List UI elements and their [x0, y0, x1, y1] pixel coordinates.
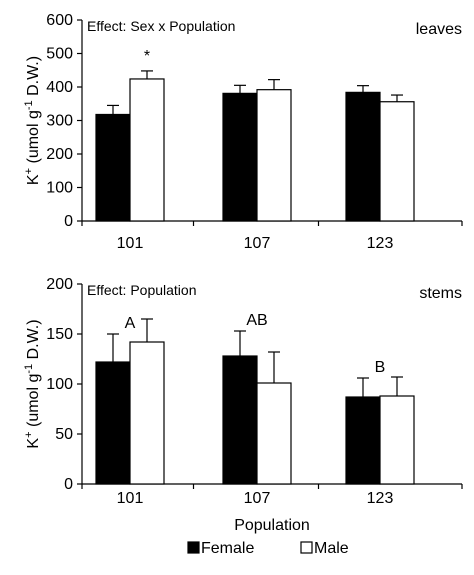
category-label: 107 — [244, 490, 271, 507]
panel-name: stems — [419, 285, 462, 302]
panel-leaves: 0 100 200 300 400 500 600 K+ (umol g-1 D.W.) Eff… — [23, 12, 463, 252]
y-tick-label: 300 — [46, 113, 73, 130]
bar-female-101 — [95, 113, 131, 222]
x-axis-title: Population — [234, 517, 310, 534]
significance-label: A — [125, 315, 136, 332]
bar-male-123 — [379, 395, 415, 485]
y-axis-label: K+ (umol g-1 D.W.) — [23, 56, 42, 185]
legend: Female Male — [187, 540, 349, 557]
bar-male-101 — [129, 78, 165, 222]
legend-swatch-male — [300, 541, 313, 554]
y-tick-label: 600 — [46, 12, 73, 29]
y-tick-label: 500 — [46, 46, 73, 63]
significance-label: AB — [246, 312, 267, 329]
panel-name: leaves — [416, 21, 462, 38]
y-tick-label: 100 — [46, 180, 73, 197]
significance-label: B — [375, 359, 386, 376]
category-label: 123 — [367, 490, 394, 507]
category-label: 123 — [367, 235, 394, 252]
panel-stems: 0 50 100 150 200 K+ (umol g-1 D.W.) Effect: Po… — [23, 276, 463, 507]
y-tick-label: 0 — [64, 476, 73, 493]
y-tick-label: 150 — [46, 326, 73, 343]
y-tick-label: 400 — [46, 79, 73, 96]
effect-label: Effect: Sex x Population — [87, 18, 235, 34]
legend-label-male: Male — [314, 540, 349, 557]
bar-female-107 — [222, 355, 258, 485]
bar-female-101 — [95, 361, 131, 485]
bar-male-107 — [256, 382, 292, 485]
y-tick-label: 200 — [46, 276, 73, 293]
category-label: 101 — [117, 235, 144, 252]
category-label: 101 — [117, 490, 144, 507]
category-label: 107 — [244, 235, 271, 252]
bar-male-123 — [379, 101, 415, 222]
bar-female-123 — [345, 396, 381, 485]
bar-male-107 — [256, 89, 292, 222]
bar-female-107 — [222, 92, 258, 222]
y-tick-label: 0 — [64, 213, 73, 230]
effect-label: Effect: Population — [87, 282, 196, 298]
legend-swatch-female — [187, 541, 200, 554]
significance-label: * — [144, 48, 150, 65]
bar-male-101 — [129, 341, 165, 485]
y-tick-label: 200 — [46, 146, 73, 163]
y-axis-label: K+ (umol g-1 D.W.) — [23, 319, 42, 448]
bar-female-123 — [345, 91, 381, 222]
y-tick-label: 50 — [55, 426, 73, 443]
y-tick-label: 100 — [46, 376, 73, 393]
legend-label-female: Female — [201, 540, 254, 557]
